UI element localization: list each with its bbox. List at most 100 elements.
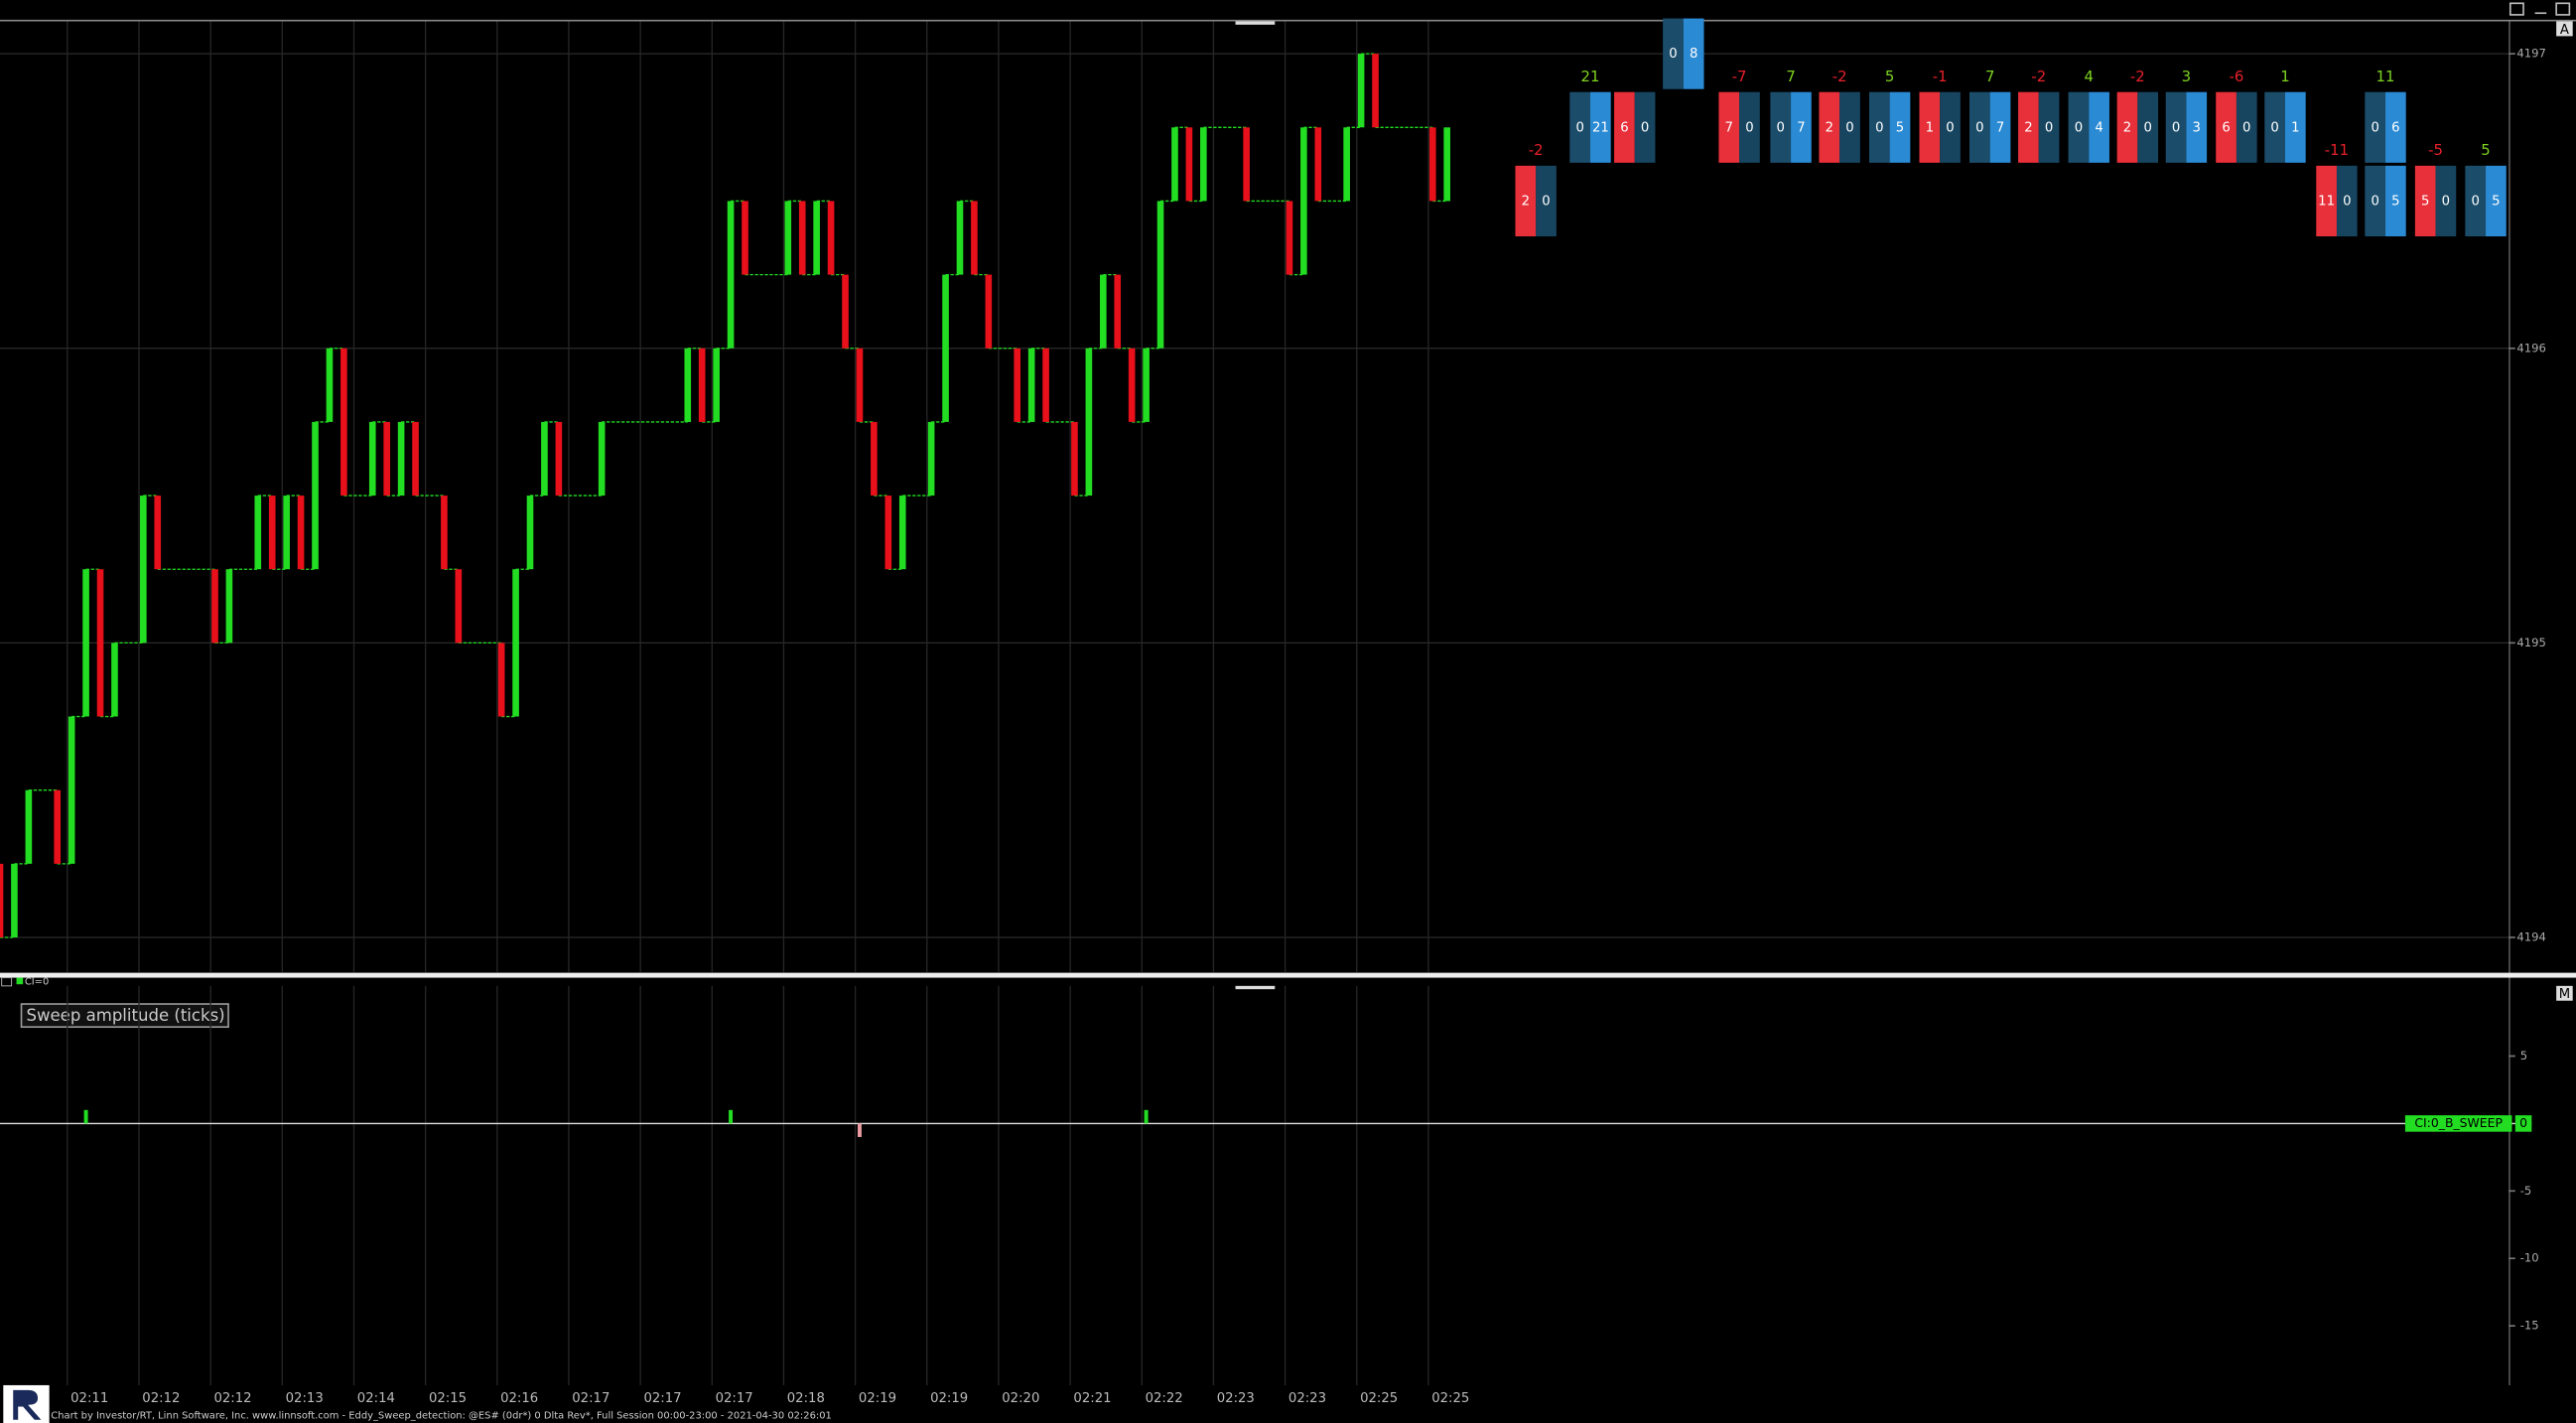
- footprint-bid-cell: [2264, 91, 2285, 163]
- footprint-ask-cell: [2284, 91, 2306, 163]
- footprint-ask-cell: [2186, 91, 2208, 163]
- price-bar: [268, 496, 276, 570]
- footprint-bid: 0: [2371, 120, 2378, 135]
- panel-tag-box[interactable]: [2556, 21, 2573, 37]
- footprint-bid-cell: [2316, 165, 2337, 237]
- footprint-ask: 0: [2242, 120, 2250, 135]
- footprint-ask-cell: [2236, 91, 2257, 163]
- panel-tag[interactable]: M: [2559, 987, 2570, 1002]
- footprint-bid: 2: [2123, 120, 2131, 135]
- price-bar: [1443, 127, 1451, 202]
- series-tag: CI:0_B_SWEEP: [2414, 1115, 2503, 1130]
- footprint-ask: 5: [2492, 194, 2500, 209]
- x-tick-label: 02:11: [70, 1391, 108, 1406]
- title-box: [20, 1003, 229, 1029]
- splitter-handle: [1235, 985, 1276, 990]
- maximize-button[interactable]: [2555, 2, 2571, 16]
- footprint-ask: 5: [1896, 120, 1904, 135]
- x-tick-label: 02:16: [500, 1391, 538, 1406]
- footprint-bid-cell: [2216, 91, 2237, 163]
- footprint-delta: -7: [1732, 68, 1747, 85]
- footprint-ask-cell: [2435, 165, 2457, 237]
- footprint-bid-cell: [1515, 165, 1537, 237]
- x-tick-label: 02:25: [1360, 1391, 1398, 1406]
- price-bar: [1185, 127, 1193, 202]
- footprint-ask-cell: [2137, 91, 2159, 163]
- price-bar: [1071, 421, 1078, 497]
- footprint-bid-cell: [2414, 165, 2436, 237]
- footprint-ask: 6: [2391, 120, 2399, 135]
- price-bar: [555, 421, 563, 497]
- price-bar: [54, 789, 62, 864]
- x-tick-label: 02:12: [213, 1391, 251, 1406]
- footprint-ask-cell: [1634, 91, 1656, 163]
- x-tick-label: 02:15: [429, 1391, 467, 1406]
- footprint-delta: -6: [2230, 68, 2244, 85]
- price-bar: [942, 274, 949, 422]
- footprint-bid-cell: [2068, 91, 2090, 163]
- window-controls: [2508, 2, 2571, 16]
- footprint-bid-cell: [2365, 165, 2386, 237]
- footprint-bid-cell: [1614, 91, 1635, 163]
- footprint-ask: 7: [1797, 120, 1805, 135]
- x-tick-label: 02:18: [787, 1391, 825, 1406]
- indicator-label: CI=0: [25, 977, 49, 988]
- footprint-delta: 21: [1581, 68, 1600, 85]
- x-tick-label: 02:13: [286, 1391, 324, 1406]
- close-indicator[interactable]: [1, 977, 13, 987]
- footprint-bid: 1: [1926, 120, 1934, 135]
- price-bar: [1343, 127, 1350, 202]
- footprint-delta: -1: [1933, 68, 1948, 85]
- price-bar: [312, 421, 319, 570]
- price-bar: [713, 348, 720, 422]
- price-bar: [813, 201, 820, 275]
- price-bar: [871, 421, 878, 497]
- x-tick-label: 02:23: [1217, 1391, 1255, 1406]
- price-bar: [297, 496, 305, 570]
- footprint-ask: 0: [2045, 120, 2053, 135]
- footprint-ask-cell: [1940, 91, 1961, 163]
- logo: [3, 1384, 50, 1423]
- footprint-ask: 0: [2143, 120, 2151, 135]
- footprint-delta: 7: [1985, 68, 1994, 85]
- footprint-bid-cell: [2465, 165, 2487, 237]
- footprint-ask-cell: [2336, 165, 2358, 237]
- price-bar: [1200, 127, 1207, 202]
- price-bar: [1085, 348, 1093, 497]
- x-tick-label: 02:19: [859, 1391, 896, 1406]
- y-tick-label: 4197: [2516, 47, 2545, 61]
- price-bar: [1171, 127, 1178, 202]
- footprint-bid: 11: [2318, 194, 2335, 209]
- footprint-bid: 5: [2421, 194, 2429, 209]
- footprint-ask: 8: [1690, 47, 1697, 62]
- footprint-bid: 2: [2024, 120, 2032, 135]
- footprint-bid-cell: [1770, 91, 1792, 163]
- footprint-delta: -11: [2325, 141, 2349, 159]
- bar: [83, 1109, 88, 1124]
- restore-button[interactable]: [2508, 2, 2524, 16]
- footprint-ask-cell: [2385, 91, 2406, 163]
- panel-tag-box[interactable]: [2556, 985, 2573, 1001]
- value-tag: 0: [2519, 1115, 2527, 1130]
- price-bar: [11, 863, 18, 938]
- logo-mark: [13, 1389, 42, 1420]
- price-bar: [326, 348, 334, 422]
- price-bar: [96, 569, 104, 717]
- y-tick-label: -5: [2520, 1184, 2532, 1198]
- footprint-delta: 3: [2182, 68, 2191, 85]
- footprint-bid-cell: [1919, 91, 1941, 163]
- price-bar: [1042, 348, 1049, 422]
- price-bar: [254, 496, 262, 570]
- y-tick-label: 4195: [2516, 636, 2545, 649]
- footprint-delta: 5: [1885, 68, 1894, 85]
- price-bar: [1286, 201, 1293, 275]
- x-tick-label: 02:17: [572, 1391, 610, 1406]
- price-bar: [742, 201, 748, 275]
- footprint-bid: 0: [1875, 120, 1883, 135]
- panel-tag[interactable]: A: [2560, 23, 2569, 38]
- footprint-delta: -2: [2031, 68, 2046, 85]
- price-bar: [340, 348, 347, 497]
- price-bar: [1428, 127, 1436, 202]
- footprint-ask: 0: [2442, 194, 2450, 209]
